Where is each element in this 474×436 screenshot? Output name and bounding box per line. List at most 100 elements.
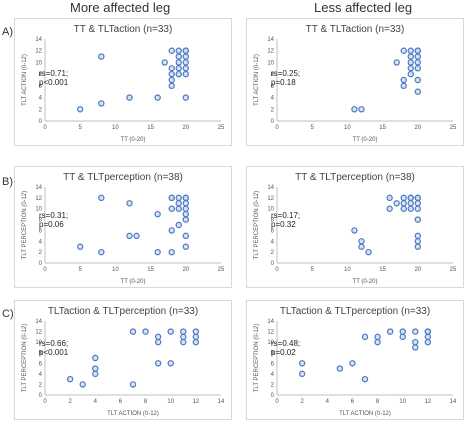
data-point bbox=[414, 59, 421, 66]
data-point bbox=[167, 328, 174, 335]
x-tick-label: 8 bbox=[376, 399, 380, 405]
x-tick-label: 10 bbox=[167, 399, 174, 405]
y-tick-label: 10 bbox=[35, 340, 42, 346]
data-point bbox=[412, 338, 419, 346]
data-point bbox=[182, 47, 189, 54]
x-tick-label: 10 bbox=[344, 125, 351, 131]
x-tick-label: 20 bbox=[182, 125, 189, 131]
data-point bbox=[399, 328, 406, 335]
data-point bbox=[414, 200, 421, 207]
data-point bbox=[161, 59, 168, 66]
data-point bbox=[182, 200, 189, 207]
x-tick-label: 10 bbox=[112, 125, 119, 131]
x-tick-label: 4 bbox=[326, 399, 330, 405]
data-point bbox=[175, 65, 182, 72]
data-point bbox=[412, 328, 419, 335]
data-point bbox=[393, 200, 400, 207]
row-label-b: B) bbox=[2, 176, 13, 188]
data-point bbox=[414, 76, 421, 84]
data-point bbox=[167, 360, 174, 367]
data-point bbox=[154, 360, 162, 367]
y-tick-label: 8 bbox=[39, 351, 43, 357]
x-tick-label: 6 bbox=[351, 399, 355, 405]
x-tick-label: 2 bbox=[300, 399, 304, 405]
y-tick-label: 14 bbox=[35, 319, 42, 325]
data-point bbox=[182, 205, 189, 212]
x-axis-label: TT (0-20) bbox=[353, 137, 378, 143]
stat-line: p=0.18 bbox=[271, 78, 296, 87]
x-tick-label: 15 bbox=[379, 267, 386, 273]
y-tick-label: 12 bbox=[35, 330, 42, 336]
x-axis-label: TT (0-20) bbox=[121, 279, 146, 285]
y-tick-label: 4 bbox=[39, 372, 43, 378]
data-point bbox=[424, 328, 432, 335]
data-point bbox=[407, 65, 414, 72]
y-tick-label: 8 bbox=[39, 72, 43, 78]
data-point bbox=[412, 344, 419, 351]
data-point bbox=[298, 360, 306, 367]
correlation-stat: rs=0.48; p=0.02 bbox=[271, 339, 300, 357]
data-point bbox=[175, 70, 182, 78]
data-point bbox=[79, 381, 86, 388]
chart-title: TLTaction & TLTperception (n=33) bbox=[279, 306, 431, 317]
x-tick-label: 2 bbox=[68, 399, 72, 405]
data-point bbox=[126, 94, 133, 101]
x-tick-label: 10 bbox=[399, 399, 406, 405]
data-point bbox=[414, 205, 421, 212]
data-point bbox=[175, 53, 182, 60]
y-tick-label: 10 bbox=[267, 207, 274, 213]
y-tick-label: 4 bbox=[39, 96, 43, 102]
data-point bbox=[192, 328, 200, 335]
y-tick-label: 12 bbox=[267, 330, 274, 336]
data-point bbox=[182, 65, 189, 72]
y-tick-label: 14 bbox=[267, 37, 274, 43]
data-point bbox=[414, 238, 421, 245]
data-point bbox=[400, 194, 407, 202]
data-point bbox=[424, 333, 432, 341]
x-tick-label: 12 bbox=[193, 399, 200, 405]
y-tick-label: 14 bbox=[267, 319, 274, 325]
data-point bbox=[182, 232, 189, 240]
data-point bbox=[180, 338, 187, 346]
y-tick-label: 0 bbox=[39, 261, 43, 267]
stat-line: rs=0.25; bbox=[271, 69, 301, 78]
y-axis-label: TLT PERCEPTION (0-12) bbox=[22, 191, 28, 259]
data-point bbox=[400, 200, 407, 207]
x-tick-label: 20 bbox=[182, 267, 189, 273]
stat-line: p<0.001 bbox=[39, 348, 69, 357]
data-point bbox=[175, 221, 182, 229]
data-point bbox=[399, 333, 406, 341]
data-point bbox=[407, 200, 414, 207]
stat-line: rs=0.66; bbox=[39, 339, 69, 348]
data-point bbox=[414, 65, 421, 72]
y-tick-label: 6 bbox=[271, 228, 275, 234]
y-tick-label: 12 bbox=[35, 49, 42, 55]
data-point bbox=[182, 70, 189, 78]
x-tick-label: 6 bbox=[119, 399, 123, 405]
y-tick-label: 0 bbox=[271, 261, 275, 267]
correlation-stat: rs=0.17; p=0.32 bbox=[271, 211, 300, 229]
x-tick-label: 25 bbox=[450, 125, 457, 131]
stat-line: p=0.06 bbox=[39, 220, 64, 229]
x-tick-label: 5 bbox=[311, 267, 315, 273]
x-tick-label: 0 bbox=[43, 399, 47, 405]
x-tick-label: 0 bbox=[275, 267, 279, 273]
y-tick-label: 4 bbox=[271, 96, 275, 102]
x-tick-label: 25 bbox=[450, 267, 457, 273]
x-tick-label: 5 bbox=[311, 125, 315, 131]
data-point bbox=[92, 354, 99, 362]
x-tick-label: 25 bbox=[218, 125, 225, 131]
y-tick-label: 6 bbox=[39, 84, 43, 90]
data-point bbox=[168, 194, 175, 202]
y-tick-label: 10 bbox=[35, 60, 42, 66]
x-tick-label: 5 bbox=[79, 267, 83, 273]
data-point bbox=[298, 370, 306, 378]
data-point bbox=[76, 243, 84, 250]
stat-line: rs=0.48; bbox=[271, 339, 301, 348]
data-point bbox=[407, 59, 414, 66]
data-point bbox=[414, 243, 421, 250]
data-point bbox=[182, 94, 189, 101]
data-point bbox=[154, 333, 162, 341]
data-point bbox=[182, 194, 189, 202]
x-tick-label: 0 bbox=[43, 267, 47, 273]
